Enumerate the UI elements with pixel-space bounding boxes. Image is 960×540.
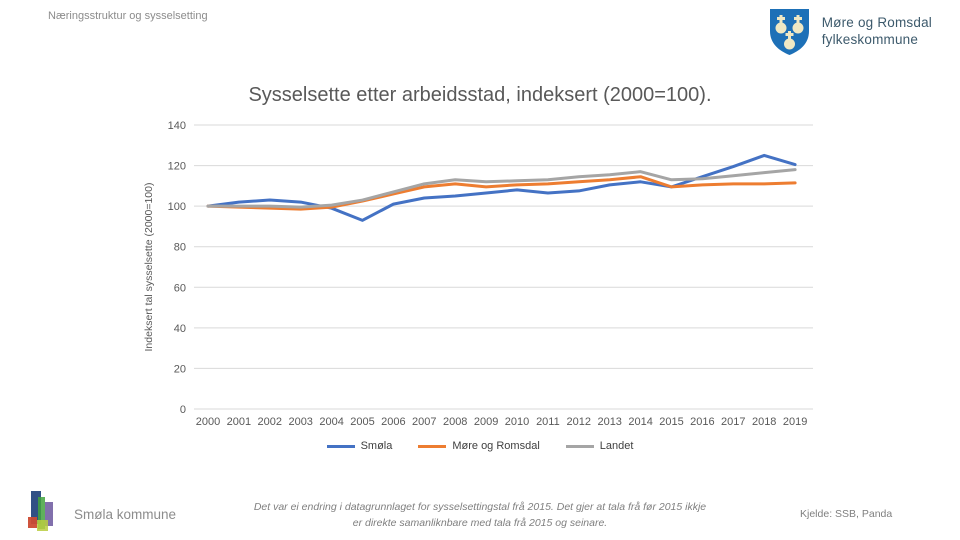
source-citation: Kjelde: SSB, Panda xyxy=(800,508,893,520)
series-line-1 xyxy=(206,175,797,211)
y-axis-title: Indeksert tal sysselsette (2000=100) xyxy=(143,183,155,352)
x-axis-tick-label: 2001 xyxy=(227,416,251,428)
legend-label: Landet xyxy=(599,440,634,452)
chart-title: Sysselsette etter arbeidsstad, indeksert… xyxy=(248,84,712,106)
fylkeskommune-logo: Møre og Romsdal fylkeskommune xyxy=(767,7,932,55)
y-axis-tick-label: 40 xyxy=(174,323,186,335)
x-axis-tick-label: 2014 xyxy=(628,416,652,428)
y-axis-tick-label: 120 xyxy=(168,161,186,173)
x-axis-tick-label: 2008 xyxy=(443,416,467,428)
x-axis-tick-label: 2000 xyxy=(196,416,220,428)
y-axis-tick-label: 60 xyxy=(174,282,186,294)
x-axis-tick-label: 2003 xyxy=(288,416,312,428)
y-axis-tick-label: 100 xyxy=(168,201,186,213)
x-axis-tick-label: 2015 xyxy=(659,416,683,428)
x-axis-tick-label: 2018 xyxy=(752,416,776,428)
fylkeskommune-name: Møre og Romsdal fylkeskommune xyxy=(822,14,932,48)
fylkeskommune-name-line1: Møre og Romsdal xyxy=(821,15,932,30)
x-axis-tick-label: 2010 xyxy=(505,416,529,428)
coat-of-arms-shield-icon xyxy=(769,9,809,55)
employment-index-chart: 0 20 40 60 80 100 120 140 2000 2001 2002 2003 2004 20… xyxy=(143,120,813,428)
municipality-name: Smøla kommune xyxy=(74,507,177,522)
y-axis-tick-label: 0 xyxy=(180,404,186,416)
footnote-line2: er direkte samanliknbare med tala frå 20… xyxy=(352,517,608,530)
x-axis-tick-label: 2013 xyxy=(597,416,621,428)
legend-line-swatch-icon xyxy=(418,444,447,448)
x-axis-tick-label: 2005 xyxy=(350,416,374,428)
y-axis-tick-label: 20 xyxy=(174,363,186,375)
legend-item-smola: Smøla xyxy=(326,440,393,452)
x-axis-tick-label: 2006 xyxy=(381,416,405,428)
legend-label: Smøla xyxy=(360,440,393,452)
fylkeskommune-name-line2: fylkeskommune xyxy=(821,32,919,47)
x-axis-tick-label: 2007 xyxy=(412,416,436,428)
x-axis-tick-label: 2019 xyxy=(783,416,807,428)
footnote-line1: Det var ei endring i datagrunnlaget for … xyxy=(253,501,707,513)
data-break-footnote: Det var ei endring i datagrunnlaget for … xyxy=(180,499,780,532)
x-axis-tick-label: 2016 xyxy=(690,416,714,428)
legend-item-more-og-romsdal: Møre og Romsdal xyxy=(418,440,540,452)
legend-line-swatch-icon xyxy=(326,444,355,448)
x-axis-tick-label: 2011 xyxy=(536,416,560,428)
legend-label: Møre og Romsdal xyxy=(452,440,540,452)
x-axis-tick-label: 2004 xyxy=(319,416,343,428)
y-axis-tick-label: 140 xyxy=(168,120,186,132)
municipality-logo-icon xyxy=(28,489,68,533)
x-axis-tick-label: 2002 xyxy=(258,416,282,428)
legend-item-landet: Landet xyxy=(565,440,634,452)
x-axis-tick-label: 2012 xyxy=(567,416,591,428)
y-axis-tick-label: 80 xyxy=(174,242,186,254)
chart-legend: Smøla Møre og Romsdal Landet xyxy=(130,440,830,452)
series-line-2 xyxy=(206,168,797,209)
x-axis-tick-label: 2009 xyxy=(474,416,498,428)
legend-line-swatch-icon xyxy=(565,444,594,448)
x-axis-tick-label: 2017 xyxy=(721,416,745,428)
page-header-title: Næringsstruktur og sysselsetting xyxy=(48,10,208,22)
